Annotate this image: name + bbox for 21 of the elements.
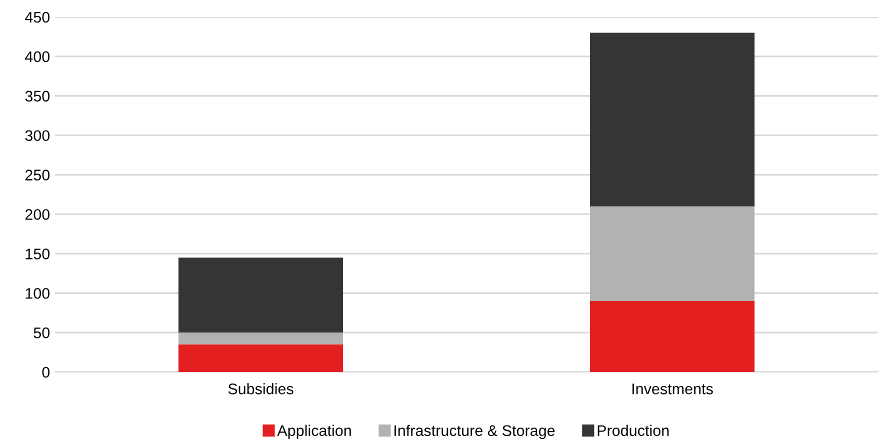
legend-label: Application: [277, 424, 351, 440]
y-tick-label: 250: [25, 170, 50, 180]
bar: [590, 301, 755, 372]
y-tick-label: 350: [25, 90, 50, 102]
y-tick-label: 100: [26, 288, 50, 299]
bar: [590, 206, 755, 301]
legend-label: Production: [598, 424, 669, 436]
y-tick-label: 300: [25, 130, 50, 142]
y-tick-label: 50: [34, 327, 50, 338]
bar: [178, 344, 344, 372]
legend-label: Infrastructure & Storage: [394, 424, 555, 440]
bar: [590, 32, 755, 206]
x-tick-label: Subsidies: [228, 383, 294, 394]
bar: [178, 332, 344, 344]
x-tick-label: Investments: [632, 384, 713, 394]
y-tick-label: 0: [42, 366, 50, 378]
y-tick-label: 150: [26, 248, 50, 260]
y-tick-label: 400: [25, 51, 50, 62]
bar: [178, 258, 344, 333]
y-tick-label: 450: [25, 12, 50, 23]
y-tick-label: 200: [25, 209, 50, 220]
